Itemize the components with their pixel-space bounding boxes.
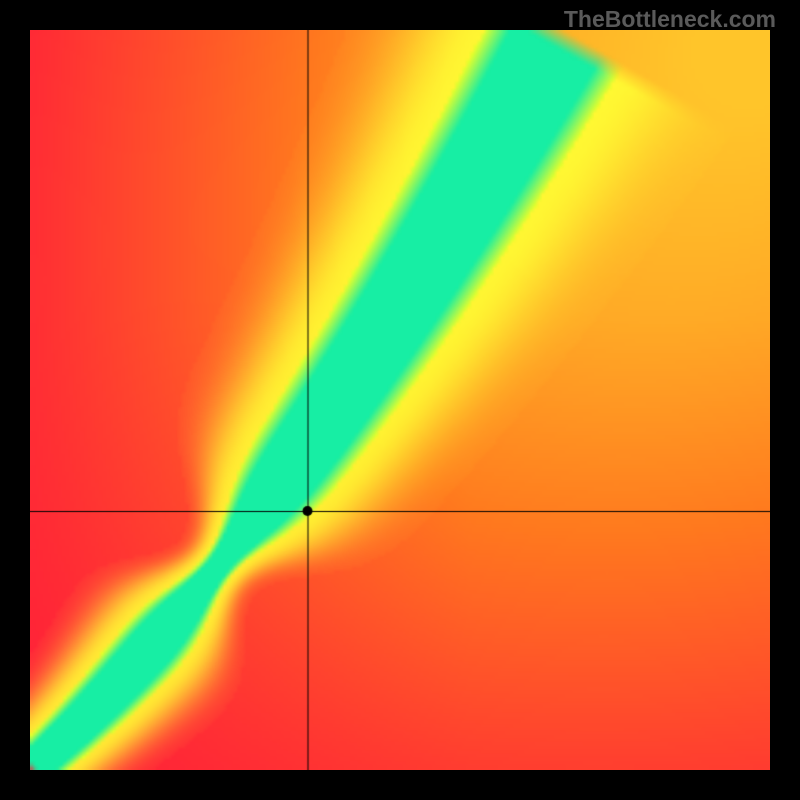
heatmap-canvas xyxy=(30,30,770,770)
chart-container: TheBottleneck.com xyxy=(0,0,800,800)
watermark-text: TheBottleneck.com xyxy=(564,6,776,33)
heatmap-plot xyxy=(30,30,770,770)
